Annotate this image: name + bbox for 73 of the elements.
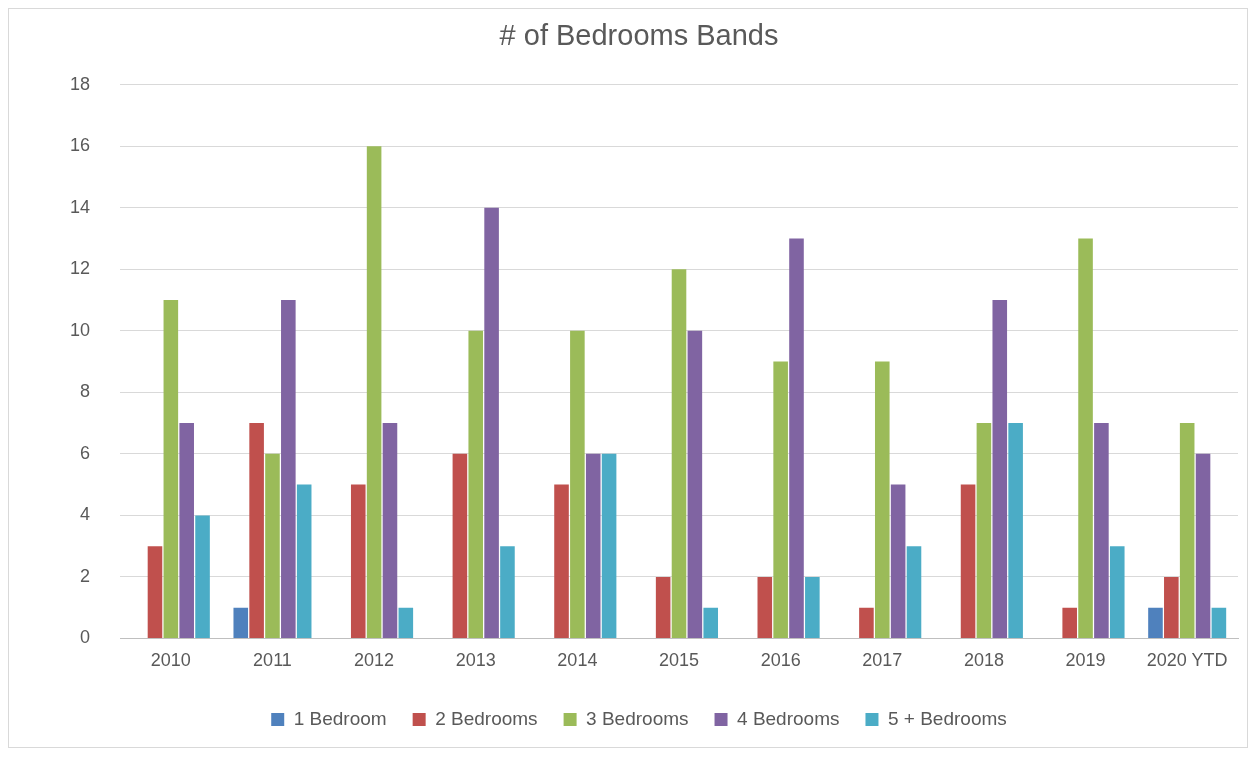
bar <box>1211 607 1227 638</box>
y-tick-label: 2 <box>80 565 91 586</box>
bar <box>757 576 773 638</box>
x-tick-label: 2018 <box>963 650 1004 671</box>
x-tick-label: 2014 <box>557 650 598 671</box>
y-tick-label: 10 <box>69 319 91 340</box>
x-tick-label: 2020 YTD <box>1146 650 1228 671</box>
bar <box>350 484 366 638</box>
bar <box>960 484 976 638</box>
bar <box>468 330 484 638</box>
x-tick-label: 2013 <box>455 650 496 671</box>
y-tick-label: 14 <box>69 196 91 217</box>
legend-label: 1 Bedroom <box>293 707 387 729</box>
x-tick-label: 2011 <box>253 650 292 671</box>
bar <box>890 484 906 638</box>
bar <box>773 361 788 638</box>
bar <box>874 361 890 638</box>
y-tick-label: 0 <box>80 627 91 648</box>
bar <box>163 300 179 638</box>
x-tick-label: 2015 <box>658 650 700 671</box>
x-tick-label: 2017 <box>862 650 903 671</box>
bar <box>1094 423 1109 638</box>
bar <box>195 515 210 638</box>
bar <box>859 607 874 638</box>
bar <box>265 453 280 638</box>
bar <box>906 546 922 638</box>
bar <box>1195 453 1211 638</box>
bar <box>179 423 194 638</box>
bar <box>1008 423 1023 638</box>
bar <box>585 453 601 638</box>
bar <box>500 546 515 638</box>
bar <box>233 607 249 638</box>
bar <box>366 146 382 638</box>
x-tick-label: 2012 <box>354 650 395 671</box>
bar <box>1148 607 1163 638</box>
bar <box>1164 576 1179 638</box>
bar <box>382 423 398 638</box>
chart-title: # of Bedrooms Bands <box>499 19 779 52</box>
bar <box>554 484 569 638</box>
legend-label: 4 Bedrooms <box>737 707 840 729</box>
bar <box>687 330 703 638</box>
y-tick-label: 8 <box>80 381 91 402</box>
bar <box>398 607 414 638</box>
legend-label: 2 Bedrooms <box>435 707 538 729</box>
bar <box>1078 238 1093 638</box>
legend-label: 5 + Bedrooms <box>887 707 1007 729</box>
bar <box>992 300 1008 638</box>
x-tick-label: 2016 <box>760 650 801 671</box>
y-tick-label: 12 <box>69 258 91 279</box>
y-tick-label: 16 <box>69 135 91 156</box>
y-tick-label: 18 <box>69 73 91 94</box>
bar <box>671 269 687 638</box>
bar <box>249 423 264 638</box>
bar <box>655 576 671 638</box>
bar <box>281 300 296 638</box>
bar <box>601 453 617 638</box>
bar <box>805 576 820 638</box>
x-tick-label: 2019 <box>1065 650 1106 671</box>
y-tick-label: 4 <box>80 504 91 525</box>
bar <box>570 330 585 638</box>
bar <box>147 546 163 638</box>
x-tick-label: 2010 <box>150 650 191 671</box>
bar <box>452 453 468 638</box>
bar <box>1179 423 1195 638</box>
bar <box>296 484 312 638</box>
bar <box>976 423 992 638</box>
legend-label: 3 Bedrooms <box>586 707 689 729</box>
bar <box>1062 607 1077 638</box>
bar <box>789 238 804 638</box>
y-tick-label: 6 <box>80 442 91 463</box>
bar <box>484 207 499 638</box>
bar <box>1109 546 1125 638</box>
bar <box>703 607 719 638</box>
